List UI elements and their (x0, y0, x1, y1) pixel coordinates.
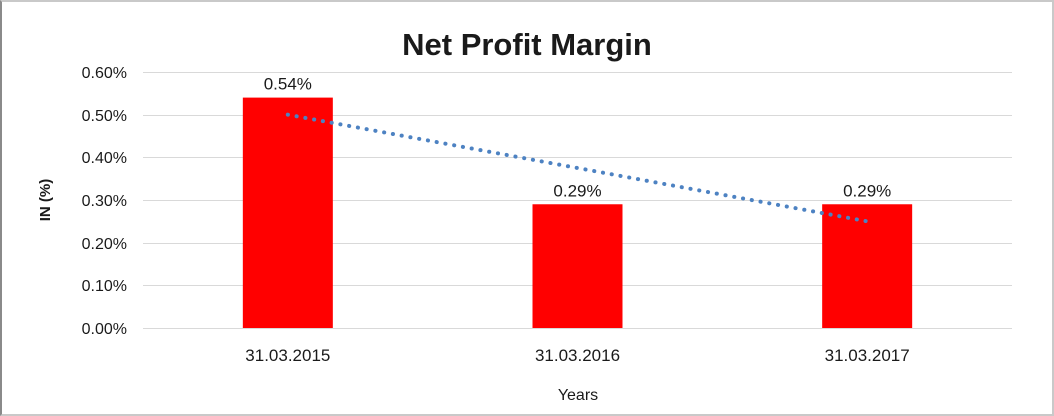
bar (822, 204, 913, 328)
y-tick-label: 0.30% (82, 193, 127, 210)
x-tick-label: 31.03.2017 (825, 346, 910, 365)
x-tick-label: 31.03.2015 (245, 346, 330, 365)
bar (532, 204, 623, 328)
chart-title: Net Profit Margin (402, 27, 652, 62)
y-tick-label: 0.20% (82, 236, 127, 253)
y-tick-label: 0.50% (82, 108, 127, 125)
y-tick-label: 0.60% (82, 65, 127, 82)
x-tick-labels: 31.03.2015 31.03.2016 31.03.2017 (245, 346, 909, 365)
data-labels: 0.54% 0.29% 0.29% (264, 75, 892, 201)
y-tick-label: 0.40% (82, 150, 127, 167)
bars (242, 97, 913, 328)
y-tick-labels: 0.60% 0.50% 0.40% 0.30% 0.20% 0.10% 0.00% (82, 65, 127, 338)
y-tick-label: 0.00% (82, 321, 127, 338)
trendline-dotted (285, 112, 870, 224)
y-tick-label: 0.10% (82, 278, 127, 295)
trendline (285, 112, 870, 224)
y-axis-title: IN (%) (37, 179, 54, 222)
bar-data-label: 0.29% (843, 181, 891, 200)
bar-data-label: 0.29% (553, 181, 601, 200)
bar (242, 97, 333, 328)
bar-data-label: 0.54% (264, 75, 312, 94)
x-tick-label: 31.03.2016 (535, 346, 620, 365)
x-axis-title: Years (558, 387, 598, 404)
